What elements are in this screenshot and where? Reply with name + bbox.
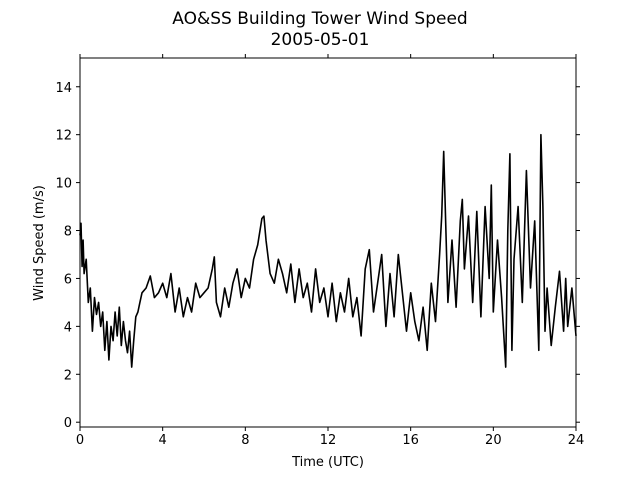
x-tick-label-8: 8 xyxy=(241,433,249,448)
y-tick-label-10: 10 xyxy=(55,177,72,192)
x-tick-label-4: 4 xyxy=(159,433,167,448)
y-tick-label-14: 14 xyxy=(55,81,72,96)
y-tick-label-4: 4 xyxy=(64,320,72,335)
x-axis-label: Time (UTC) xyxy=(291,455,364,470)
plot-frame xyxy=(79,57,577,428)
y-tick-label-12: 12 xyxy=(55,129,72,144)
y-tick-label-6: 6 xyxy=(64,272,72,287)
x-tick-label-24: 24 xyxy=(568,433,585,448)
chart-subtitle: 2005-05-01 xyxy=(271,30,370,50)
plot-area xyxy=(79,57,577,428)
series-line-wind-speed xyxy=(79,133,577,368)
x-tick-label-0: 0 xyxy=(76,433,84,448)
chart-title: AO&SS Building Tower Wind Speed xyxy=(172,9,467,29)
y-tick-label-2: 2 xyxy=(64,368,72,383)
x-axis: 0 4 8 12 16 20 24 xyxy=(76,54,584,448)
x-tick-label-20: 20 xyxy=(485,433,502,448)
x-tick-label-12: 12 xyxy=(320,433,337,448)
y-axis-label: Wind Speed (m/s) xyxy=(32,185,47,301)
y-tick-label-8: 8 xyxy=(64,225,72,240)
y-tick-label-0: 0 xyxy=(64,416,72,431)
y-axis: 0 2 4 6 8 10 12 14 xyxy=(55,81,580,431)
x-tick-label-16: 16 xyxy=(402,433,419,448)
